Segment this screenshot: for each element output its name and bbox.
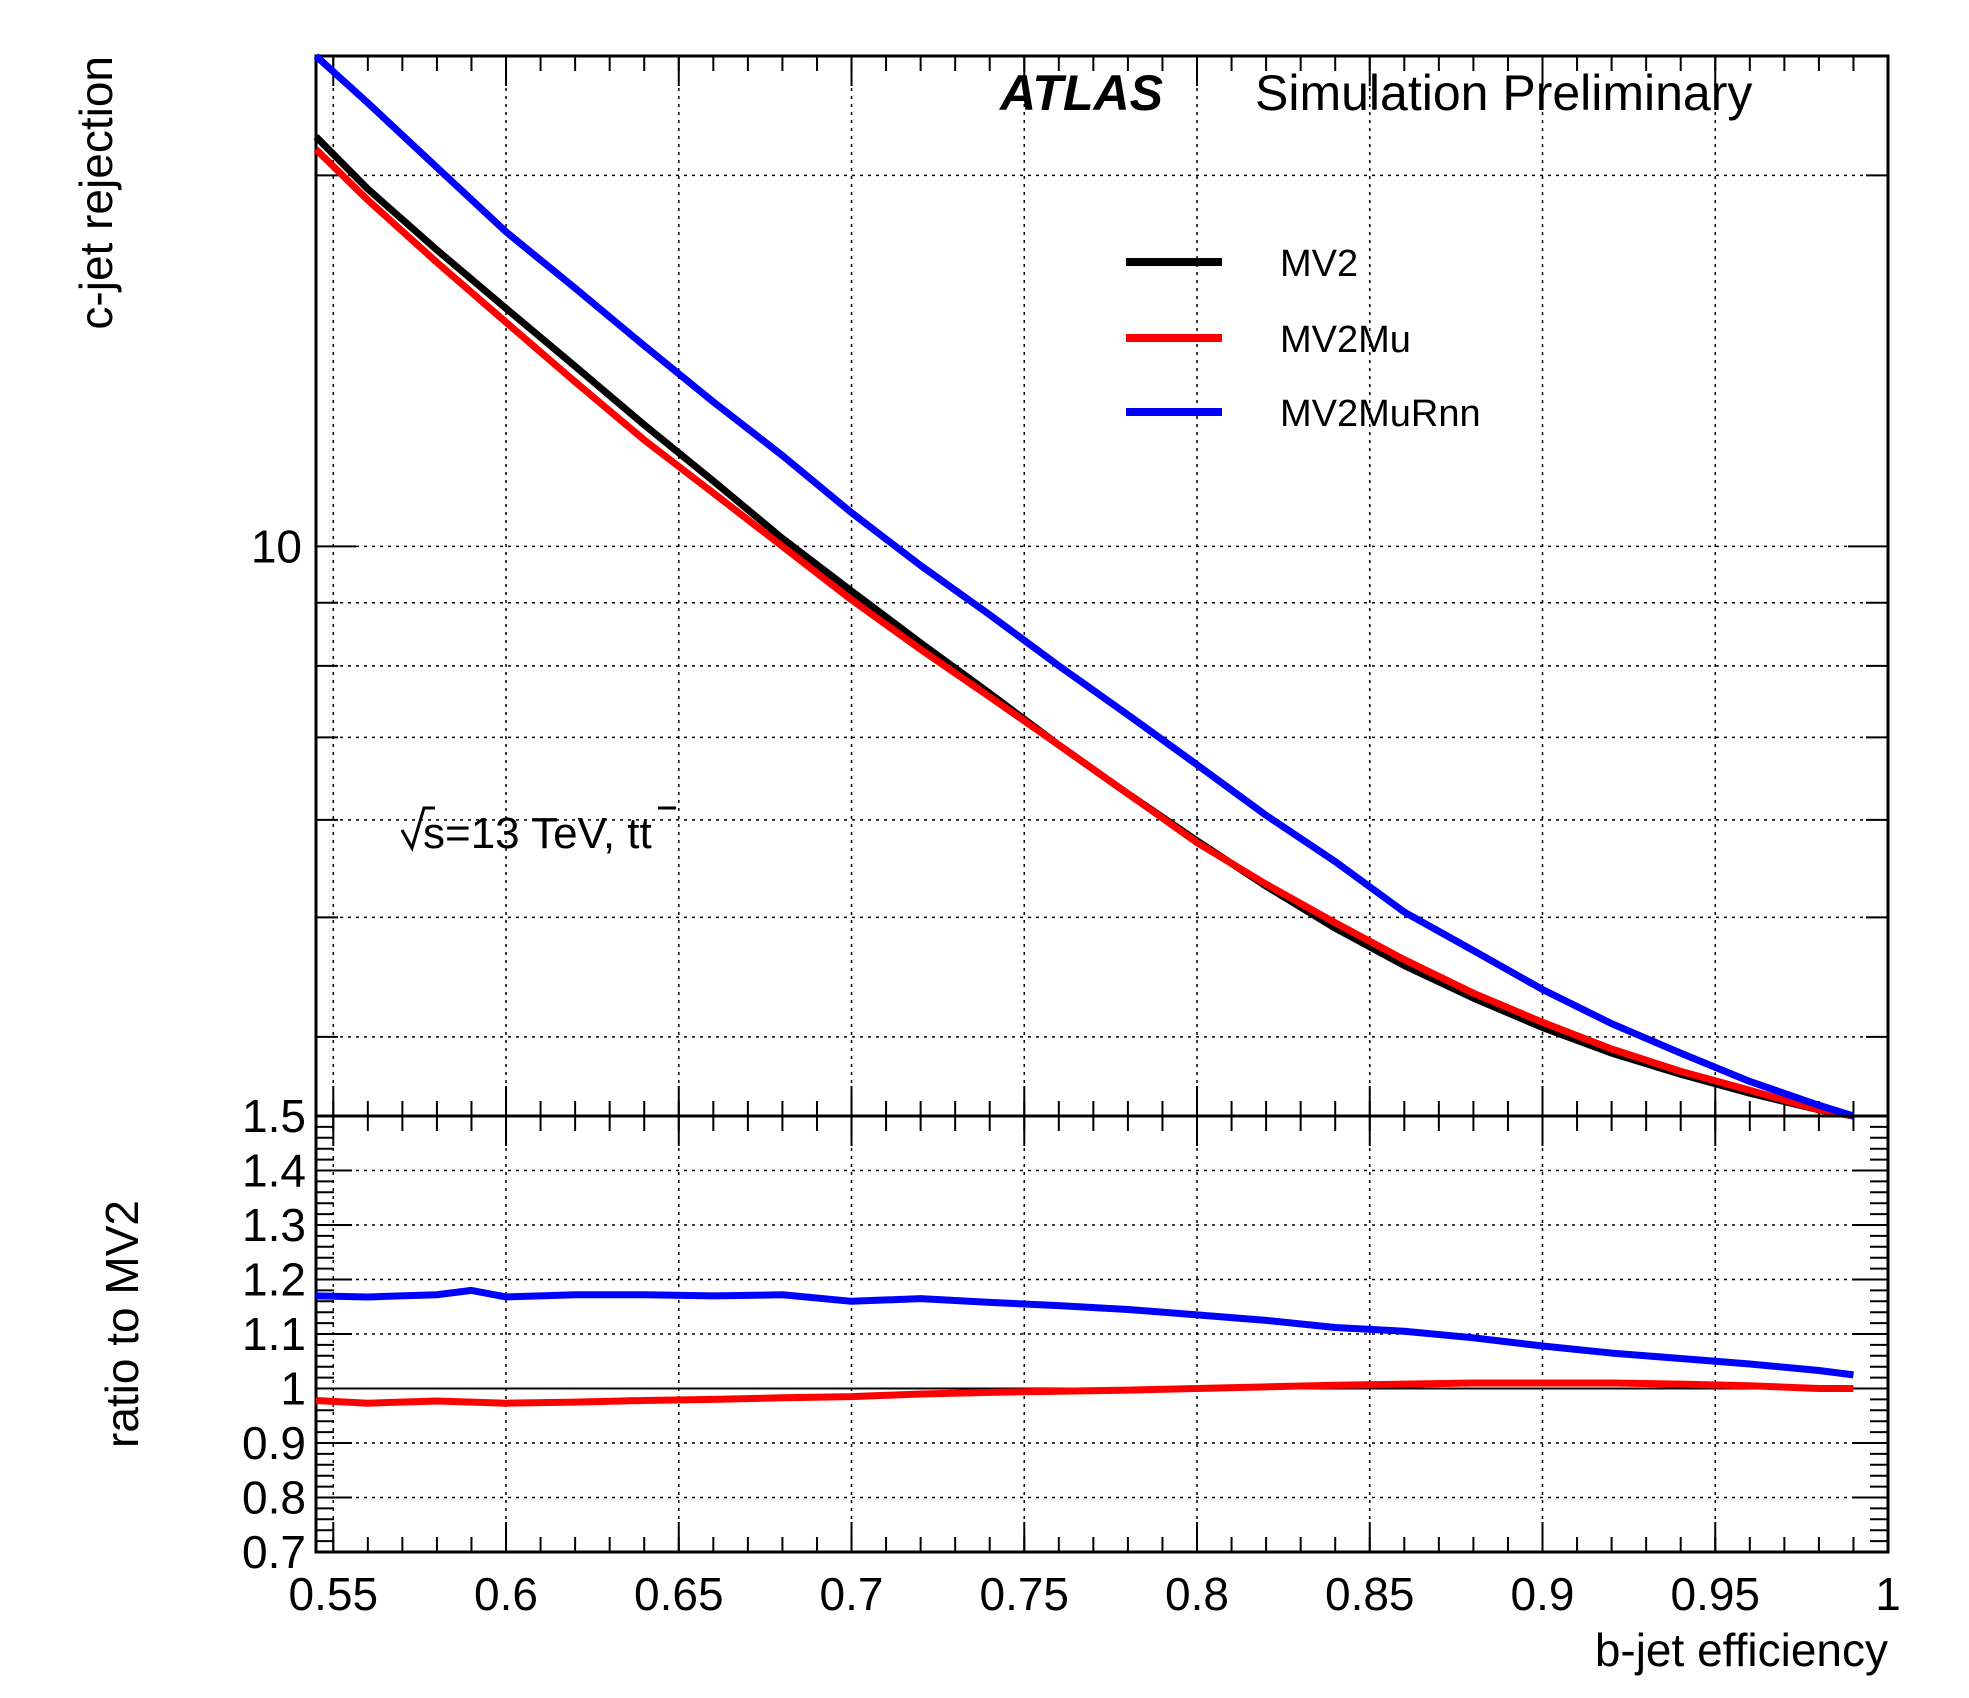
main-y-axis-title: c-jet rejection bbox=[70, 56, 122, 330]
x-tick-label-4: 0.75 bbox=[979, 1568, 1069, 1620]
x-tick-label-7: 0.9 bbox=[1511, 1568, 1575, 1620]
series-line-mv2 bbox=[313, 134, 1855, 1120]
legend-entry-mv2: MV2 bbox=[1126, 243, 1358, 285]
ratio-line-mv2murnn bbox=[315, 1286, 1854, 1379]
ratio-y-axis-title: ratio to MV2 bbox=[96, 1200, 148, 1448]
x-tick-label-3: 0.7 bbox=[820, 1568, 884, 1620]
legend: MV2 MV2Mu MV2MuRnn bbox=[1126, 243, 1481, 435]
x-axis-title: b-jet efficiency bbox=[1595, 1624, 1888, 1676]
x-tick-label-2: 0.65 bbox=[634, 1568, 724, 1620]
x-tick-labels: 0.55 0.6 0.65 0.7 0.75 0.8 0.85 0.9 0.95 1 bbox=[289, 1568, 1901, 1620]
atlas-label: ATLAS bbox=[998, 65, 1163, 121]
antitop-t: t bbox=[640, 809, 652, 858]
ratio-y-tick-label-2: 0.9 bbox=[242, 1417, 306, 1469]
ratio-y-tick-label-4: 1.1 bbox=[242, 1308, 306, 1360]
main-panel: 10 c-jet rejection ATLAS Simulation Prel… bbox=[70, 53, 1890, 1120]
ratio-tick-marks bbox=[316, 1115, 1889, 1553]
energy-process-label: s=13 TeV, tt bbox=[400, 806, 676, 858]
main-tick-marks bbox=[316, 56, 1889, 1116]
sqrt-symbol-icon bbox=[400, 806, 435, 852]
x-tick-label-9: 1 bbox=[1875, 1568, 1901, 1620]
series-line-mv2mu bbox=[313, 146, 1855, 1120]
x-tick-label-0: 0.55 bbox=[289, 1568, 379, 1620]
svg-text:s=13 TeV, tt: s=13 TeV, tt bbox=[423, 809, 652, 858]
x-tick-label-5: 0.8 bbox=[1165, 1568, 1229, 1620]
series-line-mv2murnn bbox=[313, 53, 1855, 1120]
legend-label-mv2: MV2 bbox=[1280, 243, 1358, 285]
main-y-tick-label-0: 10 bbox=[251, 520, 302, 572]
simulation-preliminary-label: Simulation Preliminary bbox=[1255, 65, 1752, 121]
ratio-series-lines bbox=[315, 1286, 1854, 1407]
main-plot-frame bbox=[314, 54, 1890, 1118]
ratio-gridlines bbox=[316, 1116, 1888, 1552]
ratio-y-tick-label-3: 1 bbox=[280, 1363, 306, 1415]
ratio-y-tick-label-8: 1.5 bbox=[242, 1090, 306, 1142]
ratio-panel: 0.70.80.911.11.21.31.41.5 0.55 0.6 0.65 0.7… bbox=[96, 1090, 1901, 1676]
ratio-y-tick-label-5: 1.2 bbox=[242, 1254, 306, 1306]
ratio-y-tick-label-1: 0.8 bbox=[242, 1472, 306, 1524]
legend-entry-mv2mu: MV2Mu bbox=[1126, 319, 1411, 361]
legend-label-mv2mu: MV2Mu bbox=[1280, 319, 1411, 361]
legend-label-mv2murnn: MV2MuRnn bbox=[1280, 393, 1481, 435]
ratio-y-tick-label-0: 0.7 bbox=[242, 1526, 306, 1578]
x-tick-label-1: 0.6 bbox=[474, 1568, 538, 1620]
main-series-lines bbox=[313, 53, 1855, 1120]
ratio-line-mv2mu bbox=[315, 1379, 1854, 1407]
main-y-tick-labels: 10 bbox=[251, 520, 302, 572]
legend-entry-mv2murnn: MV2MuRnn bbox=[1126, 393, 1481, 435]
x-tick-label-8: 0.95 bbox=[1670, 1568, 1760, 1620]
energy-text: s=13 TeV, t bbox=[423, 809, 640, 858]
main-gridlines bbox=[316, 56, 1888, 1116]
ratio-y-tick-labels: 0.70.80.911.11.21.31.41.5 bbox=[242, 1090, 306, 1578]
x-tick-label-6: 0.85 bbox=[1325, 1568, 1415, 1620]
ratio-y-tick-label-6: 1.3 bbox=[242, 1199, 306, 1251]
ratio-y-tick-label-7: 1.4 bbox=[242, 1145, 306, 1197]
